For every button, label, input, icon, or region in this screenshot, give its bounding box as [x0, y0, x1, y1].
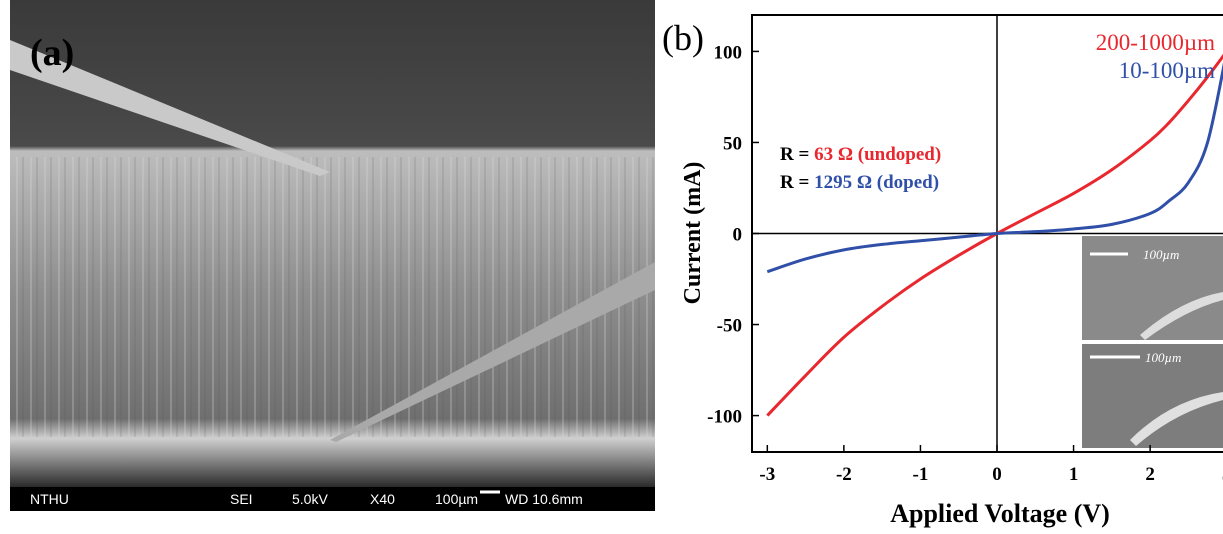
sem-texture: [10, 157, 655, 437]
annotation: R = 1295 Ω (doped): [780, 172, 939, 193]
inset-probe: [1140, 292, 1223, 340]
inset: 100µm 100µm: [1082, 236, 1223, 448]
x-tick-label: 0: [992, 464, 1002, 485]
x-axis-title: Applied Voltage (V): [890, 499, 1110, 528]
panel-b: (b) Applied Voltage (V) Current (mA) 100…: [662, 14, 1223, 528]
y-tick-label: 50: [723, 133, 742, 154]
info-text: WD 10.6mm: [505, 491, 583, 507]
legend-label: 10-100µm: [1119, 58, 1215, 83]
x-tick-label: -2: [836, 464, 852, 485]
x-tick-label: 3: [1222, 464, 1223, 485]
info-text: NTHU: [30, 491, 69, 507]
x-tick-label: -3: [759, 464, 775, 485]
x-tick-label: 1: [1069, 464, 1079, 485]
probe: [330, 262, 655, 442]
info-text: 5.0kV: [292, 491, 328, 507]
y-tick-label: -50: [717, 316, 742, 337]
y-axis-title: Current (mA): [680, 162, 706, 305]
series-line: [766, 62, 1223, 274]
info-bar: [10, 487, 655, 511]
y-tick-label: 100: [714, 42, 743, 63]
annotation-part: R =: [780, 144, 814, 165]
annotation-part: 63 Ω (undoped): [814, 144, 941, 165]
info-text: 100µm: [435, 491, 478, 507]
y-tick-label: -100: [707, 407, 742, 428]
panel-label: (b): [662, 18, 704, 58]
legend-label: 200-1000µm: [1096, 30, 1215, 55]
y-tick-label: 0: [733, 225, 743, 246]
x-tick-label: 2: [1145, 464, 1155, 485]
inset-probe: [1130, 392, 1223, 446]
series-line: [766, 53, 1223, 417]
inset-scale-label: 100µm: [1145, 350, 1181, 365]
x-tick-label: -1: [913, 464, 929, 485]
info-text: SEI: [230, 491, 253, 507]
panel-a: (a) NTHU SEI 5.0kV X40 100µm WD 10.6mm: [10, 0, 655, 511]
panel-label: (a): [30, 32, 74, 74]
annotation-part: 1295 Ω (doped): [814, 172, 939, 193]
probe: [10, 40, 330, 176]
inset-scale-label: 100µm: [1143, 247, 1179, 262]
annotation: R = 63 Ω (undoped): [780, 144, 941, 165]
info-text: X40: [370, 491, 395, 507]
annotation-part: R =: [780, 172, 814, 193]
